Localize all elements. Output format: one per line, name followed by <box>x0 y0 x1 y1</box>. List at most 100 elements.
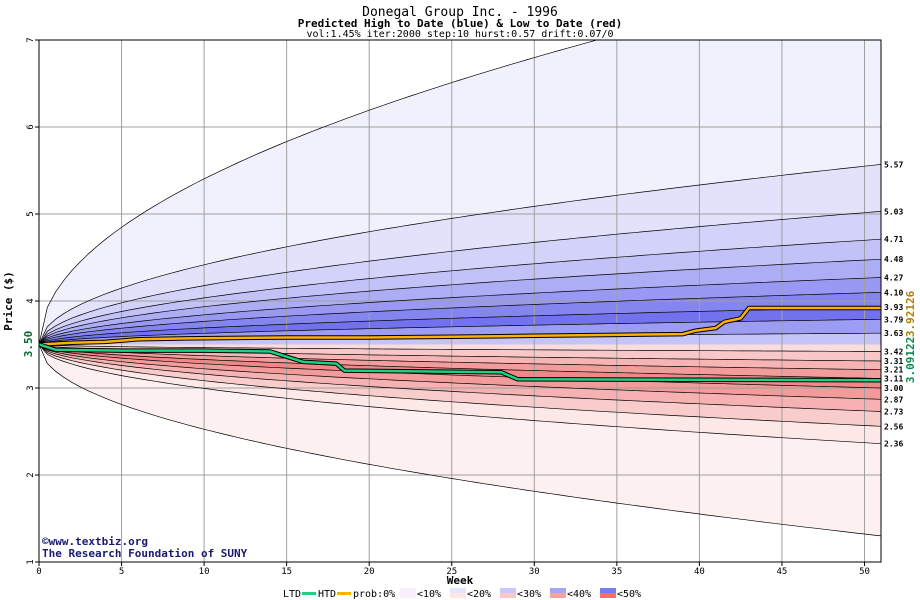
legend-prob-swatch-bottom-0 <box>400 593 416 598</box>
legend-prob-label-3: <40% <box>567 589 591 600</box>
legend-prob-label: prob:0% <box>353 589 395 600</box>
band-end-label-5-03: 5.03 <box>884 207 903 216</box>
lower-band-3 <box>39 344 881 379</box>
y-tick-label-5: 5 <box>26 211 36 216</box>
legend-prob-label-0: <10% <box>417 589 441 600</box>
series-line-ltd <box>39 343 881 382</box>
simulation-params: vol:1.45% iter:2000 step:10 hurst:0.57 d… <box>306 29 613 40</box>
lower-band-4 <box>39 344 881 388</box>
lower-band-1 <box>39 344 881 361</box>
lower-band-7 <box>39 344 881 427</box>
band-line-l4 <box>39 344 881 389</box>
legend-prob-swatch-bottom-2 <box>500 593 516 598</box>
legend-ltd-label: LTD <box>283 589 301 600</box>
legend-prob-items: <10% <20% <30% <40% <50% <box>400 588 641 600</box>
chart-subtitle: Predicted High to Date (blue) & Low to D… <box>298 17 623 30</box>
band-line-l7 <box>39 344 881 427</box>
band-line-u6 <box>39 291 881 345</box>
legend-prob-label-1: <20% <box>467 589 491 600</box>
y-tick-label-1: 1 <box>26 559 36 564</box>
lower-band-6 <box>39 344 881 412</box>
band-end-label-3-11: 3.11 <box>884 374 903 383</box>
band-end-label-4-10: 4.10 <box>884 288 903 297</box>
band-end-label-4-48: 4.48 <box>884 255 903 264</box>
upper-band-7 <box>39 307 881 345</box>
band-end-label-5-57: 5.57 <box>884 160 903 169</box>
legend-htd-swatch <box>337 592 351 595</box>
lower-band-8 <box>39 344 881 444</box>
legend-prob-swatch-top-1 <box>450 588 466 593</box>
series <box>39 305 881 383</box>
legend: LTD HTD prob:0% <10% <20% <30% <40% <50% <box>283 588 641 600</box>
band-end-labels: 5.57 5.03 4.71 4.48 4.27 4.10 3.93 3.79 3.63 3.42… <box>884 160 903 448</box>
series-line-htd <box>39 306 881 346</box>
band-line-u5 <box>39 277 881 345</box>
y-tick-label-6: 6 <box>26 124 36 129</box>
legend-prob-swatch-top-0 <box>400 588 416 593</box>
legend-ltd-swatch <box>302 592 316 595</box>
x-tick-label-15: 15 <box>281 567 292 577</box>
band-line-l3 <box>39 344 881 379</box>
x-tick-label-50: 50 <box>859 567 870 577</box>
legend-prob-swatch-top-4 <box>600 588 616 593</box>
band-end-label-2-36: 2.36 <box>884 440 903 449</box>
band-end-label-2-56: 2.56 <box>884 422 903 431</box>
legend-prob-label-4: <50% <box>617 589 641 600</box>
band-line-l0 <box>39 344 881 352</box>
legend-prob-swatch-bottom-3 <box>550 593 566 598</box>
band-end-label-3-79: 3.79 <box>884 315 903 324</box>
lower-band-5 <box>39 344 881 400</box>
x-tick-label-20: 20 <box>364 567 375 577</box>
chart-title: Donegal Group Inc. - 1996 <box>362 5 558 20</box>
x-tick-label-0: 0 <box>36 567 41 577</box>
band-line-l5 <box>39 344 881 400</box>
upper-band-3 <box>39 239 881 345</box>
band-line-u8 <box>39 318 881 345</box>
band-end-label-3-93: 3.93 <box>884 303 903 312</box>
legend-prob-swatch-top-2 <box>500 588 516 593</box>
lower-band-2 <box>39 344 881 370</box>
band-end-label-4-71: 4.71 <box>884 235 903 244</box>
x-tick-label-10: 10 <box>199 567 210 577</box>
x-tick-label-40: 40 <box>694 567 705 577</box>
band-end-label-3-00: 3.00 <box>884 384 903 393</box>
band-line-u7 <box>39 306 881 345</box>
y-axis-label: Price ($) <box>2 271 15 331</box>
upper-band-6 <box>39 292 881 345</box>
upper-band-2 <box>39 211 881 345</box>
upper-band-1 <box>39 164 881 345</box>
band-end-label-3-31: 3.31 <box>884 357 903 366</box>
band-end-label-2-87: 2.87 <box>884 395 903 404</box>
x-tick-label-45: 45 <box>777 567 788 577</box>
legend-prob-swatch-top-3 <box>550 588 566 593</box>
ltd-final-label: 3.09122 <box>904 337 917 383</box>
legend-htd-label: HTD <box>318 589 336 600</box>
band-line-l9 <box>39 344 881 537</box>
credit-website: ©www.textbiz.org <box>42 535 148 548</box>
upper-band-0 <box>39 40 881 345</box>
band-line-u1 <box>39 164 881 345</box>
band-end-label-3-42: 3.42 <box>884 347 903 356</box>
x-tick-label-35: 35 <box>611 567 622 577</box>
legend-prob-label-2: <30% <box>517 589 541 600</box>
x-tick-label-30: 30 <box>529 567 540 577</box>
band-end-label-2-73: 2.73 <box>884 407 903 416</box>
band-line-l6 <box>39 344 881 412</box>
credit-organization: The Research Foundation of SUNY <box>42 547 248 560</box>
band-end-label-4-27: 4.27 <box>884 274 903 283</box>
legend-prob-swatch-bottom-1 <box>450 593 466 598</box>
htd-final-label: 3.92126 <box>904 290 917 337</box>
upper-band-5 <box>39 277 881 345</box>
band-line-u2 <box>39 211 881 345</box>
band-line-l8 <box>39 344 881 445</box>
band-line-l2 <box>39 344 881 371</box>
band-boundaries <box>39 40 881 537</box>
band-line-u0 <box>39 40 599 345</box>
x-tick-label-5: 5 <box>119 567 124 577</box>
x-axis-label: Week <box>447 574 474 587</box>
y-tick-label-2: 2 <box>26 472 36 477</box>
y-tick-label-4: 4 <box>26 298 36 303</box>
legend-prob-swatch-bottom-4 <box>600 593 616 598</box>
